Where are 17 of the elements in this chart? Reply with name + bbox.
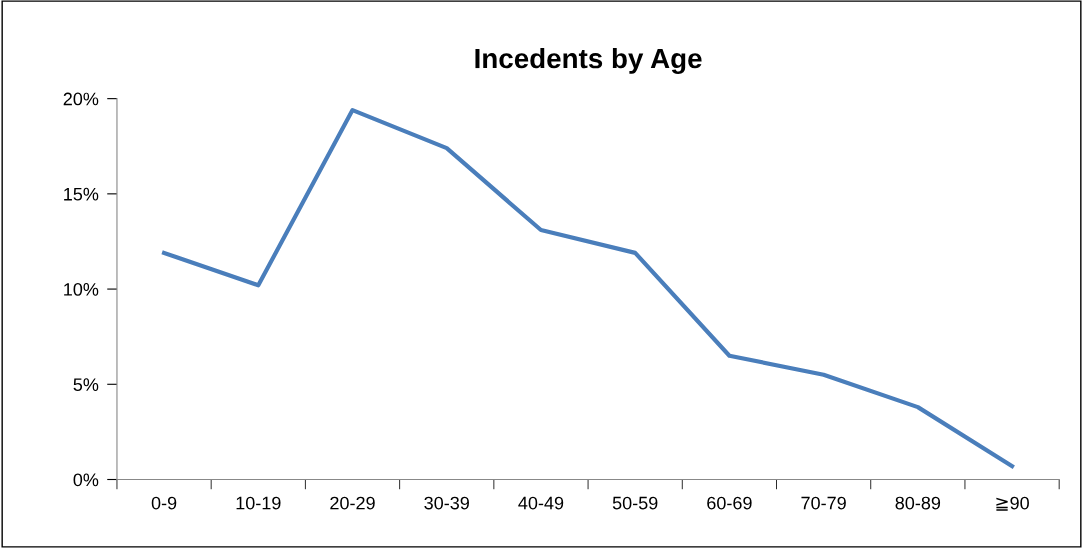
x-tick-label: 40-49	[518, 496, 564, 510]
y-tick-label: 5%	[73, 378, 99, 392]
x-tick-label: 60-69	[707, 496, 752, 510]
y-tick-label: 15%	[64, 187, 99, 201]
x-tick-label: ≧90	[996, 496, 1029, 511]
line-series	[161, 107, 1015, 469]
x-tick-label: 0-9	[151, 496, 177, 510]
x-tick-label: 20-29	[330, 496, 375, 510]
chart-title: Incedents by Age	[475, 47, 702, 74]
x-tick-label: 30-39	[424, 496, 469, 510]
y-tick-label: 10%	[64, 283, 99, 296]
x-tick-label: 70-79	[801, 496, 846, 510]
x-tick-label: 50-59	[612, 496, 658, 510]
x-tick-label: 10-19	[236, 496, 281, 510]
x-tick-label: 80-89	[895, 496, 941, 510]
y-tick-label: 20%	[63, 92, 99, 106]
y-tick-label: 0%	[73, 473, 99, 487]
